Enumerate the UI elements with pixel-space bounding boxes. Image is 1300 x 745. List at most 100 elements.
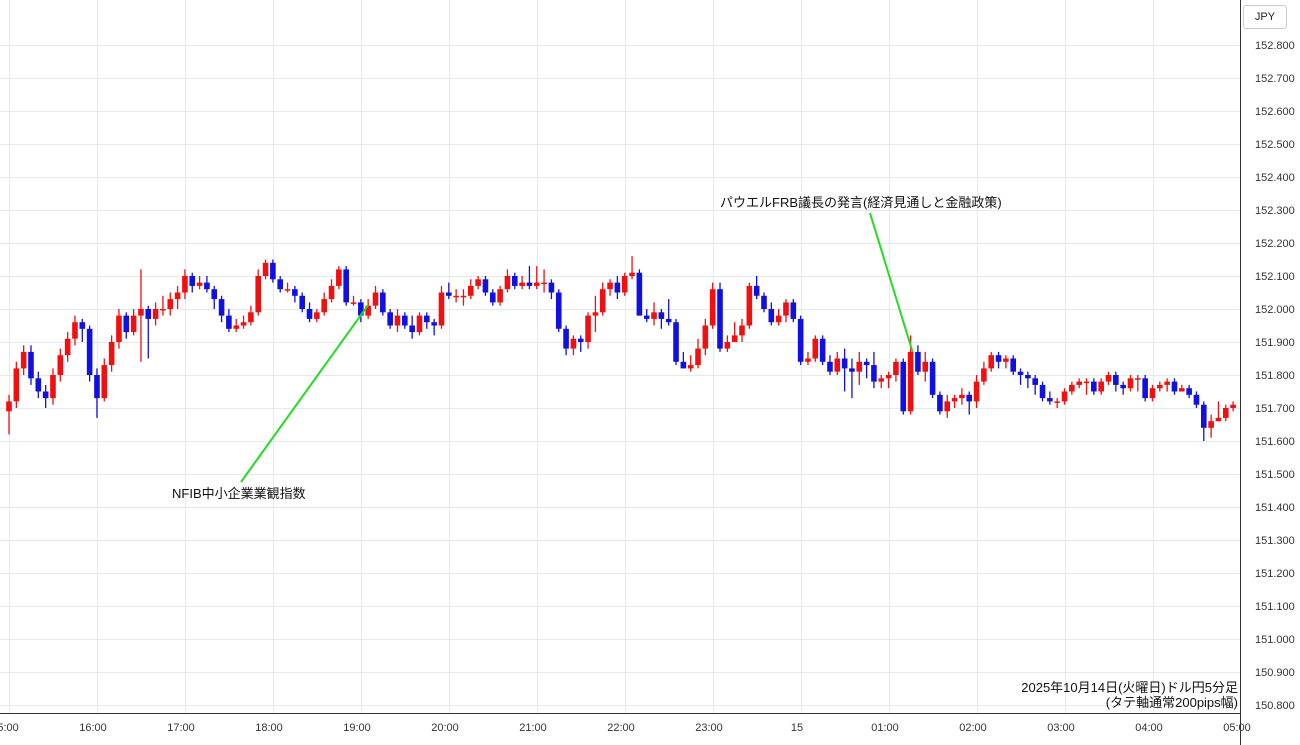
candle <box>438 285 445 329</box>
candle <box>775 309 782 326</box>
candle <box>152 302 159 326</box>
candle <box>695 338 701 369</box>
candle-body <box>673 322 679 362</box>
y-tick-label: 151.500 <box>1255 469 1295 481</box>
y-axis-ticks: 152.800 152.700 152.600 152.500 152.400 152.3… <box>1255 40 1295 712</box>
candle-body <box>893 361 899 375</box>
candle-body <box>86 328 93 375</box>
candle <box>1171 378 1178 395</box>
candle <box>1127 375 1134 392</box>
candle-body <box>687 365 694 369</box>
candle <box>959 388 965 405</box>
candle-body <box>453 295 459 298</box>
candle-body <box>746 285 753 326</box>
candle <box>885 371 892 389</box>
candle <box>709 282 716 329</box>
x-tick-label: 20:00 <box>431 722 459 734</box>
candle-body <box>702 325 709 349</box>
candle <box>563 325 569 356</box>
candle-body <box>841 358 848 369</box>
candle-body <box>28 351 34 379</box>
annotations: NFIB中小企業業観指数 パウエルFRB議長の発言(経済見通しと金融政策) <box>172 195 1002 501</box>
candle-body <box>695 348 701 366</box>
candle-body <box>922 361 929 372</box>
candle-body <box>856 361 863 372</box>
candle <box>372 285 379 309</box>
candle-body <box>189 276 196 286</box>
candles <box>6 256 1236 441</box>
candle-body <box>248 312 254 323</box>
candle-body <box>438 292 445 326</box>
candle <box>292 285 298 303</box>
candle <box>57 348 64 382</box>
candle <box>196 276 203 290</box>
candle <box>1215 401 1222 422</box>
candle-body <box>1039 384 1046 399</box>
candle-body <box>592 312 599 316</box>
candle-body <box>790 302 797 319</box>
candle-body <box>482 279 489 293</box>
candle-body <box>900 361 907 412</box>
candle-body <box>504 276 511 290</box>
candle-body <box>775 315 782 323</box>
candle-body <box>336 269 342 286</box>
candle <box>328 279 335 303</box>
candle-body <box>358 302 364 316</box>
x-tick-label: 04:00 <box>1135 722 1163 734</box>
candle-body <box>1113 375 1119 385</box>
currency-button[interactable]: JPY <box>1243 5 1287 29</box>
candle <box>1120 381 1126 395</box>
candle <box>856 351 863 385</box>
candle-body <box>321 299 327 313</box>
candle-body <box>526 282 533 286</box>
candle-body <box>196 282 203 286</box>
candle-body <box>1105 375 1112 382</box>
candle <box>724 335 731 352</box>
candle <box>900 358 907 415</box>
candle-body <box>548 282 555 293</box>
candle <box>1105 371 1112 385</box>
candle <box>1149 384 1156 402</box>
candle-body <box>731 335 738 342</box>
candle <box>636 269 643 316</box>
candle-body <box>138 309 144 316</box>
candle <box>277 276 284 293</box>
candle <box>951 394 958 408</box>
candle-body <box>929 361 936 395</box>
candle <box>643 309 650 323</box>
candle-body <box>827 361 833 372</box>
candle-body <box>446 292 452 296</box>
candle <box>1032 375 1038 395</box>
candle <box>1003 355 1009 369</box>
candle-body <box>145 309 152 319</box>
candle <box>28 345 34 385</box>
candle-body <box>607 282 613 290</box>
candle-body <box>1091 381 1097 392</box>
candle-body <box>1208 421 1214 428</box>
candle-body <box>174 292 181 300</box>
y-tick-label: 152.100 <box>1255 271 1295 283</box>
y-tick-label: 151.700 <box>1255 403 1295 415</box>
candle-body <box>270 262 276 280</box>
candle-body <box>863 361 870 366</box>
candle <box>270 259 276 283</box>
candle <box>1200 401 1207 441</box>
x-tick-label: 22:00 <box>607 722 635 734</box>
y-tick-label: 152.800 <box>1255 40 1295 52</box>
candle-body <box>394 315 401 326</box>
candle-body <box>402 315 408 326</box>
candle <box>189 272 196 293</box>
candle-body <box>951 398 958 402</box>
candle-body <box>585 315 591 342</box>
candle-body <box>72 322 78 339</box>
candle-body <box>966 394 973 402</box>
x-tick-label: 01:00 <box>871 722 899 734</box>
candle <box>6 394 12 435</box>
y-tick-label: 152.700 <box>1255 73 1295 85</box>
candle-body <box>1193 394 1200 405</box>
candle-body <box>328 285 335 300</box>
x-tick-label: 15:00 <box>0 722 19 734</box>
x-tick-label: 16:00 <box>79 722 107 734</box>
candle <box>380 289 386 316</box>
